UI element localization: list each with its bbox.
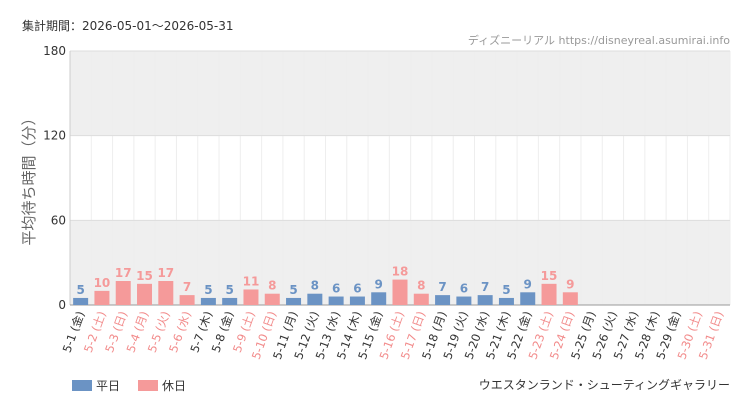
value-label: 6 xyxy=(460,282,468,296)
y-tick-label: 60 xyxy=(51,213,66,227)
value-label: 5 xyxy=(204,283,212,297)
value-label: 17 xyxy=(157,266,174,280)
value-label: 6 xyxy=(332,282,340,296)
value-label: 15 xyxy=(541,269,558,283)
value-label: 11 xyxy=(243,274,260,288)
bar xyxy=(541,283,557,305)
bar xyxy=(435,295,451,305)
source: ディズニーリアル https://disneyreal.asumirai.inf… xyxy=(468,33,730,47)
bar xyxy=(477,295,493,305)
bar xyxy=(200,297,216,305)
bar xyxy=(222,297,238,305)
period: 集計期間：2026-05-01〜2026-05-31 xyxy=(22,18,233,33)
bar xyxy=(349,296,365,305)
value-label: 18 xyxy=(392,265,409,279)
value-label: 8 xyxy=(417,279,425,293)
bar xyxy=(243,289,259,305)
legend-label: 休日 xyxy=(162,379,186,393)
band xyxy=(70,51,730,136)
bar xyxy=(94,290,110,305)
bar xyxy=(115,281,131,305)
value-label: 8 xyxy=(311,279,319,293)
bar xyxy=(371,292,387,305)
bar xyxy=(286,297,302,305)
value-label: 6 xyxy=(353,282,361,296)
bar xyxy=(179,295,195,305)
legend-label: 平日 xyxy=(96,379,120,393)
value-label: 9 xyxy=(375,277,383,291)
value-label: 5 xyxy=(225,283,233,297)
value-label: 8 xyxy=(268,279,276,293)
value-label: 15 xyxy=(136,269,153,283)
bar xyxy=(456,296,472,305)
bar xyxy=(498,297,514,305)
value-label: 5 xyxy=(502,283,510,297)
y-tick-label: 120 xyxy=(43,129,66,143)
y-tick-label: 180 xyxy=(43,44,66,58)
value-label: 7 xyxy=(481,280,489,294)
y-tick-label: 0 xyxy=(58,298,66,312)
bar xyxy=(392,279,408,305)
bar xyxy=(328,296,344,305)
bar xyxy=(562,292,578,305)
bar xyxy=(158,281,174,305)
footer: ウエスタンランド・シューティングギャラリー xyxy=(479,378,730,392)
bar xyxy=(73,297,89,305)
value-label: 5 xyxy=(289,283,297,297)
value-label: 10 xyxy=(94,276,111,290)
value-label: 9 xyxy=(566,277,574,291)
legend-swatch xyxy=(72,380,92,391)
y-axis-label: 平均待ち時間（分） xyxy=(20,110,38,245)
value-label: 7 xyxy=(183,280,191,294)
bar xyxy=(413,293,429,305)
value-label: 7 xyxy=(438,280,446,294)
value-label: 9 xyxy=(524,277,532,291)
bar xyxy=(520,292,536,305)
value-label: 5 xyxy=(76,283,84,297)
value-label: 17 xyxy=(115,266,132,280)
legend-swatch xyxy=(138,380,158,391)
bar xyxy=(264,293,280,305)
bar xyxy=(307,293,323,305)
bar xyxy=(137,283,153,305)
